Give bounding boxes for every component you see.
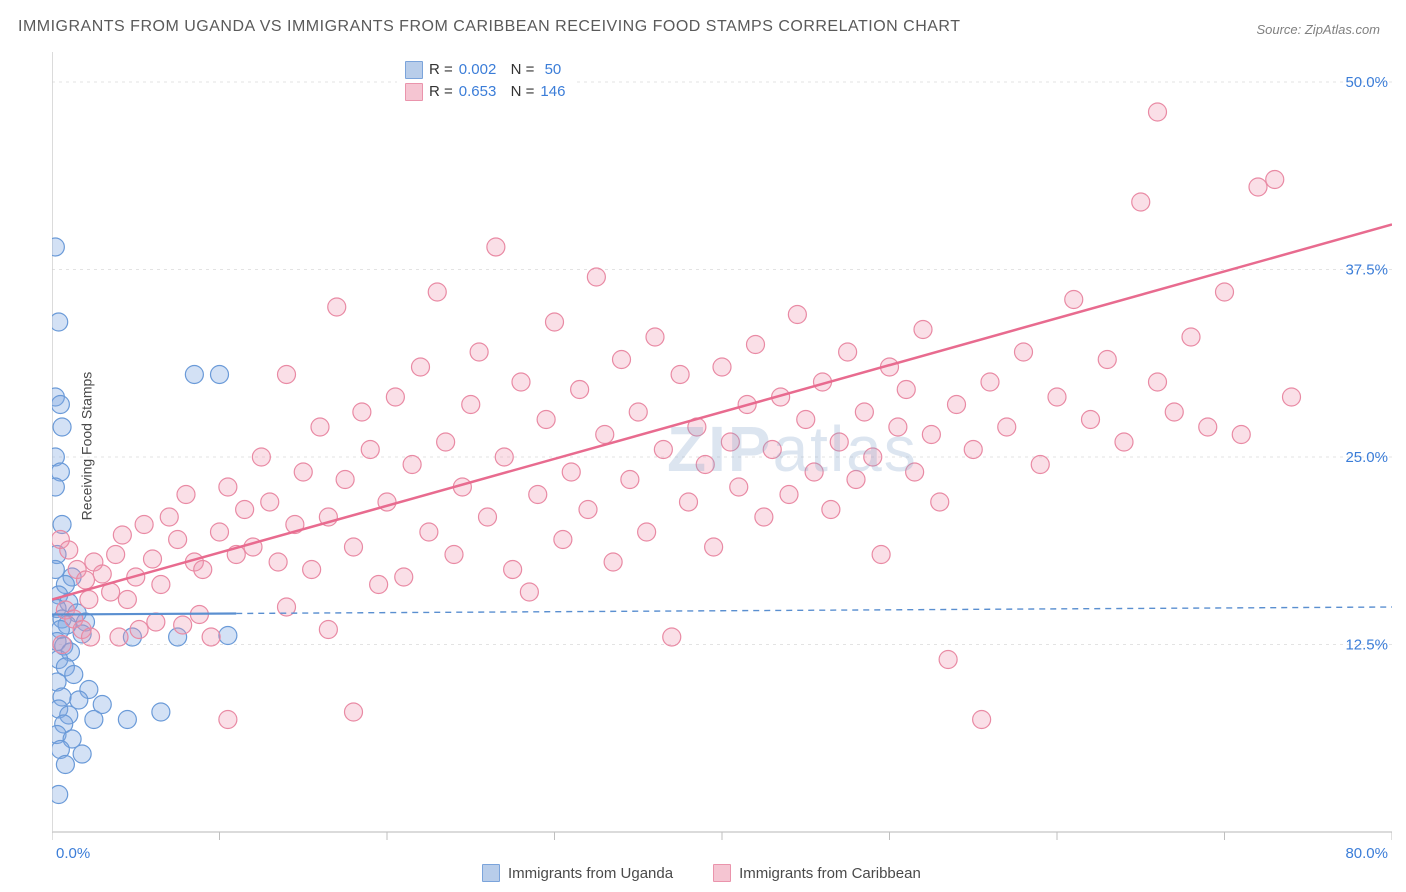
svg-text:37.5%: 37.5% xyxy=(1345,262,1388,279)
corr-n-uganda: 50 xyxy=(540,59,561,81)
chart-title: IMMIGRANTS FROM UGANDA VS IMMIGRANTS FRO… xyxy=(18,18,960,36)
svg-text:50.0%: 50.0% xyxy=(1345,74,1388,91)
corr-r-uganda: 0.002 xyxy=(459,59,497,81)
corr-r-label: R = xyxy=(429,81,453,103)
swatch-uganda xyxy=(405,61,423,79)
corr-r-label: R = xyxy=(429,59,453,81)
legend-item-caribbean: Immigrants from Caribbean xyxy=(713,864,921,882)
corr-row-uganda: R = 0.002 N = 50 xyxy=(405,59,565,81)
legend-item-uganda: Immigrants from Uganda xyxy=(482,864,673,882)
source-attribution: Source: ZipAtlas.com xyxy=(1256,22,1380,37)
svg-text:80.0%: 80.0% xyxy=(1345,845,1388,862)
chart-area: 12.5%25.0%37.5%50.0%0.0%80.0% ZIPatlas R… xyxy=(52,52,1392,862)
svg-text:25.0%: 25.0% xyxy=(1345,449,1388,466)
svg-text:0.0%: 0.0% xyxy=(56,845,90,862)
corr-n-caribbean: 146 xyxy=(540,81,565,103)
corr-n-label: N = xyxy=(502,59,534,81)
series-legend: Immigrants from Uganda Immigrants from C… xyxy=(482,864,921,882)
correlation-legend: R = 0.002 N = 50 R = 0.653 N = 146 xyxy=(397,55,573,107)
corr-n-label: N = xyxy=(502,81,534,103)
legend-swatch-uganda xyxy=(482,864,500,882)
svg-text:12.5%: 12.5% xyxy=(1345,637,1388,654)
scatter-plot-svg: 12.5% 25.0% 37.5% 50.0% 0.0% 80.0% xyxy=(52,52,1392,872)
swatch-caribbean xyxy=(405,83,423,101)
corr-r-caribbean: 0.653 xyxy=(459,81,497,103)
legend-label-caribbean: Immigrants from Caribbean xyxy=(739,865,921,882)
legend-label-uganda: Immigrants from Uganda xyxy=(508,865,673,882)
legend-swatch-caribbean xyxy=(713,864,731,882)
corr-row-caribbean: R = 0.653 N = 146 xyxy=(405,81,565,103)
